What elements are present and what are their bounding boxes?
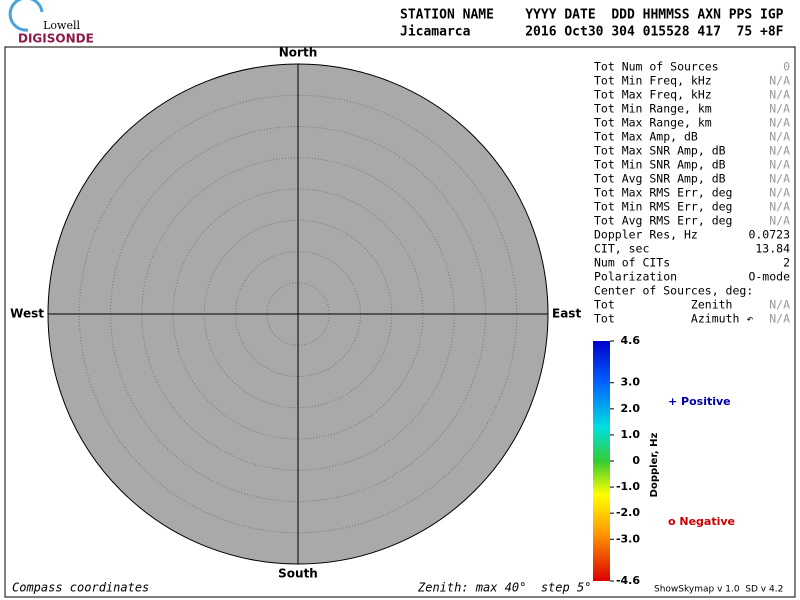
colorbar-tick-label: -1.0	[616, 480, 640, 493]
logo-swoosh	[8, 0, 44, 32]
stat-value: 0	[783, 60, 790, 74]
stat-value: N/A	[769, 74, 790, 88]
logo-text: DIGISONDE	[18, 32, 94, 46]
stat-label: Tot Zenith	[594, 298, 732, 312]
stat-label: Num of CITs	[594, 256, 670, 270]
stat-label: Tot Num of Sources	[594, 60, 719, 74]
frame	[4, 46, 796, 598]
stat-label: Tot Azimuth ↶	[594, 312, 753, 326]
stat-value: N/A	[769, 102, 790, 116]
stats: Tot Num of Sources 0 Tot Min Freq, kHz N/A T…	[594, 60, 790, 326]
colorbar-tick-label: 1.0	[621, 428, 641, 441]
legend-positive: + Positive	[668, 395, 731, 408]
stat-label: Tot Max Freq, kHz	[594, 88, 712, 102]
stat-value: N/A	[769, 88, 790, 102]
stat-value: 2	[783, 256, 790, 270]
logo-text: Lowell	[43, 19, 80, 32]
header-columns: STATION NAME YYYY DATE DDD HHMMSS AXN PP…	[400, 8, 784, 23]
stat-value: 13.84	[755, 242, 790, 256]
stat-value: N/A	[769, 172, 790, 186]
compass-label: East	[552, 307, 581, 321]
colorbar-title: Doppler, Hz	[649, 433, 660, 498]
footer-center: Zenith: max 40° step 5°	[417, 581, 591, 595]
colorbar-ticks: 4.6 3.0 2.0 1.0 0 -1.0 -2.0 -3.0 -4.6	[610, 334, 640, 587]
stat-value: N/A	[769, 312, 790, 326]
compass-label: West	[10, 307, 44, 321]
colorbar-tick-label: 4.6	[621, 334, 641, 347]
stat-value: 0.0723	[748, 228, 790, 242]
stat-label: Tot Min RMS Err, deg	[594, 200, 732, 214]
footer-left: Compass coordinates	[12, 581, 149, 595]
colorbar-tick-label: -2.0	[616, 506, 640, 519]
stat-value: O-mode	[748, 270, 790, 284]
stat-value: N/A	[769, 144, 790, 158]
stat-value: N/A	[769, 214, 790, 228]
stat-label: Center of Sources, deg:	[594, 284, 753, 298]
colorbar-tick-label: 0	[632, 454, 640, 467]
stat-value: N/A	[769, 158, 790, 172]
legend-negative: o Negative	[668, 515, 735, 528]
stat-value: N/A	[769, 116, 790, 130]
compass-label: North	[279, 46, 317, 60]
colorbar-tick-label: -4.6	[616, 574, 640, 587]
stat-value: N/A	[769, 298, 790, 312]
header-values: Jicamarca 2016 Oct30 304 015528 417 75 +…	[400, 25, 784, 40]
stat-label: Doppler Res, Hz	[594, 228, 698, 242]
stat-label: Tot Min Freq, kHz	[594, 74, 712, 88]
stat-value: N/A	[769, 130, 790, 144]
footer-right: ShowSkymap v 1.0 SD v 4.2	[654, 585, 783, 595]
stat-label: Tot Min Range, km	[594, 102, 712, 116]
colorbar-tick-label: 3.0	[621, 376, 641, 389]
colorbar-tick-label: 2.0	[621, 402, 641, 415]
stat-label: Polarization	[594, 270, 677, 284]
stat-label: CIT, sec	[594, 242, 649, 256]
stat-value: N/A	[769, 200, 790, 214]
stat-label: Tot Max Range, km	[594, 116, 712, 130]
stat-label: Tot Avg SNR Amp, dB	[594, 172, 726, 186]
colorbar	[593, 341, 610, 581]
stat-label: Tot Avg RMS Err, deg	[594, 214, 732, 228]
colorbar-tick-label: -3.0	[616, 532, 640, 545]
stat-label: Tot Max SNR Amp, dB	[594, 144, 726, 158]
stat-label: Tot Min SNR Amp, dB	[594, 158, 726, 172]
stat-label: Tot Max RMS Err, deg	[594, 186, 732, 200]
stat-value: N/A	[769, 186, 790, 200]
stat-label: Tot Max Amp, dB	[594, 130, 698, 144]
compass-label: South	[278, 567, 318, 581]
